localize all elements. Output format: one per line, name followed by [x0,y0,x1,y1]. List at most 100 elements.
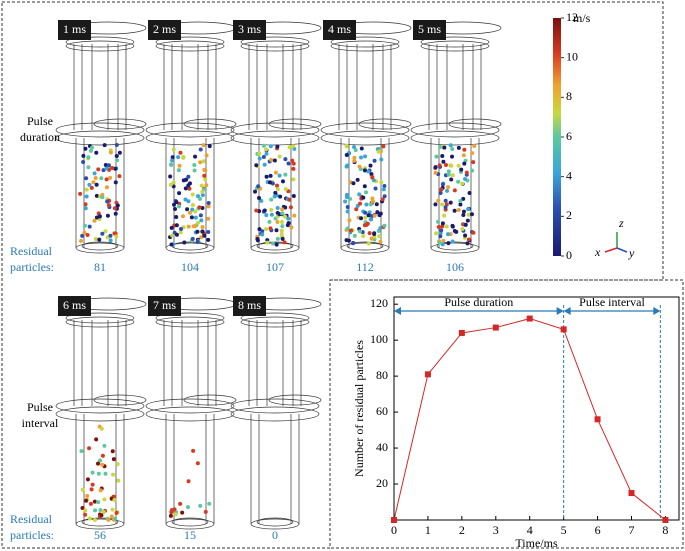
particle [268,173,273,178]
y-axis-label: Number of residual particles [352,340,366,477]
particle [369,236,374,241]
particle [193,224,198,229]
particle [465,241,470,246]
ring [256,241,294,251]
particle [292,213,297,218]
colorbar-unit: m/s [573,11,591,25]
particle [199,183,204,188]
particle [189,215,194,220]
particle [264,227,269,232]
particle [186,199,191,204]
time-label: 5 ms [418,22,441,36]
particle [466,207,471,212]
ring [230,130,320,146]
ring [165,518,215,530]
particle [381,187,386,192]
ring [420,36,490,48]
particle [170,158,175,163]
particle [464,170,469,175]
particle [98,458,103,463]
particle [102,497,107,502]
particle [190,203,195,208]
particle [366,169,371,174]
particle [168,174,173,179]
particle [114,143,119,148]
particle [112,231,117,236]
particle [190,192,195,197]
particle [268,226,273,231]
particle [106,163,111,168]
particle [438,191,443,196]
y-tick-label: 40 [376,440,388,454]
particle [187,210,192,215]
plot-frame [393,296,680,521]
particle [114,234,119,239]
cylinder [230,297,322,530]
particle [367,231,372,236]
particle [90,470,95,475]
particle [94,150,99,155]
ring [75,518,125,530]
particle [461,212,466,217]
particle [465,218,470,223]
ring [155,312,225,324]
particle [93,236,98,241]
particle [370,199,375,204]
particle [467,191,472,196]
particle [84,187,89,192]
residual-count: 107 [266,260,284,274]
particle [103,162,108,167]
particle [283,214,288,219]
particle [377,234,382,239]
particle [180,510,185,515]
particle [458,198,463,203]
particle [368,202,373,207]
particle [89,145,94,150]
particle [368,163,373,168]
particle [380,197,385,202]
particle [96,471,101,476]
particle [351,181,356,186]
data-point [628,490,635,497]
particle [185,207,190,212]
particle [373,186,378,191]
particle [86,155,91,160]
time-label-bg [233,296,266,316]
particle [100,195,105,200]
particle [117,174,122,179]
particle [79,238,84,243]
particle [277,154,282,159]
particle [272,194,277,199]
particle [108,238,113,243]
particle [471,230,476,235]
particle [181,154,186,159]
time-label: 3 ms [238,22,261,36]
particle [202,187,207,192]
time-label-bg [148,296,181,316]
time-label: 8 ms [238,298,261,312]
particle [196,220,201,225]
particle [200,189,205,194]
particle [93,176,98,181]
particle [264,151,269,156]
particle [452,229,457,234]
ring [75,242,125,254]
particle [203,168,208,173]
particle [289,225,294,230]
particle [193,154,198,159]
particle [206,204,211,209]
residual-count: 81 [94,260,106,274]
particle [97,237,102,242]
particle [362,168,367,173]
particle [286,161,291,166]
particle [446,185,451,190]
particle [85,493,90,498]
particle [436,219,441,224]
particle [277,173,282,178]
particle [440,242,445,247]
ring [171,517,209,527]
particle [361,233,366,238]
particle [83,508,88,513]
particle [463,177,468,182]
